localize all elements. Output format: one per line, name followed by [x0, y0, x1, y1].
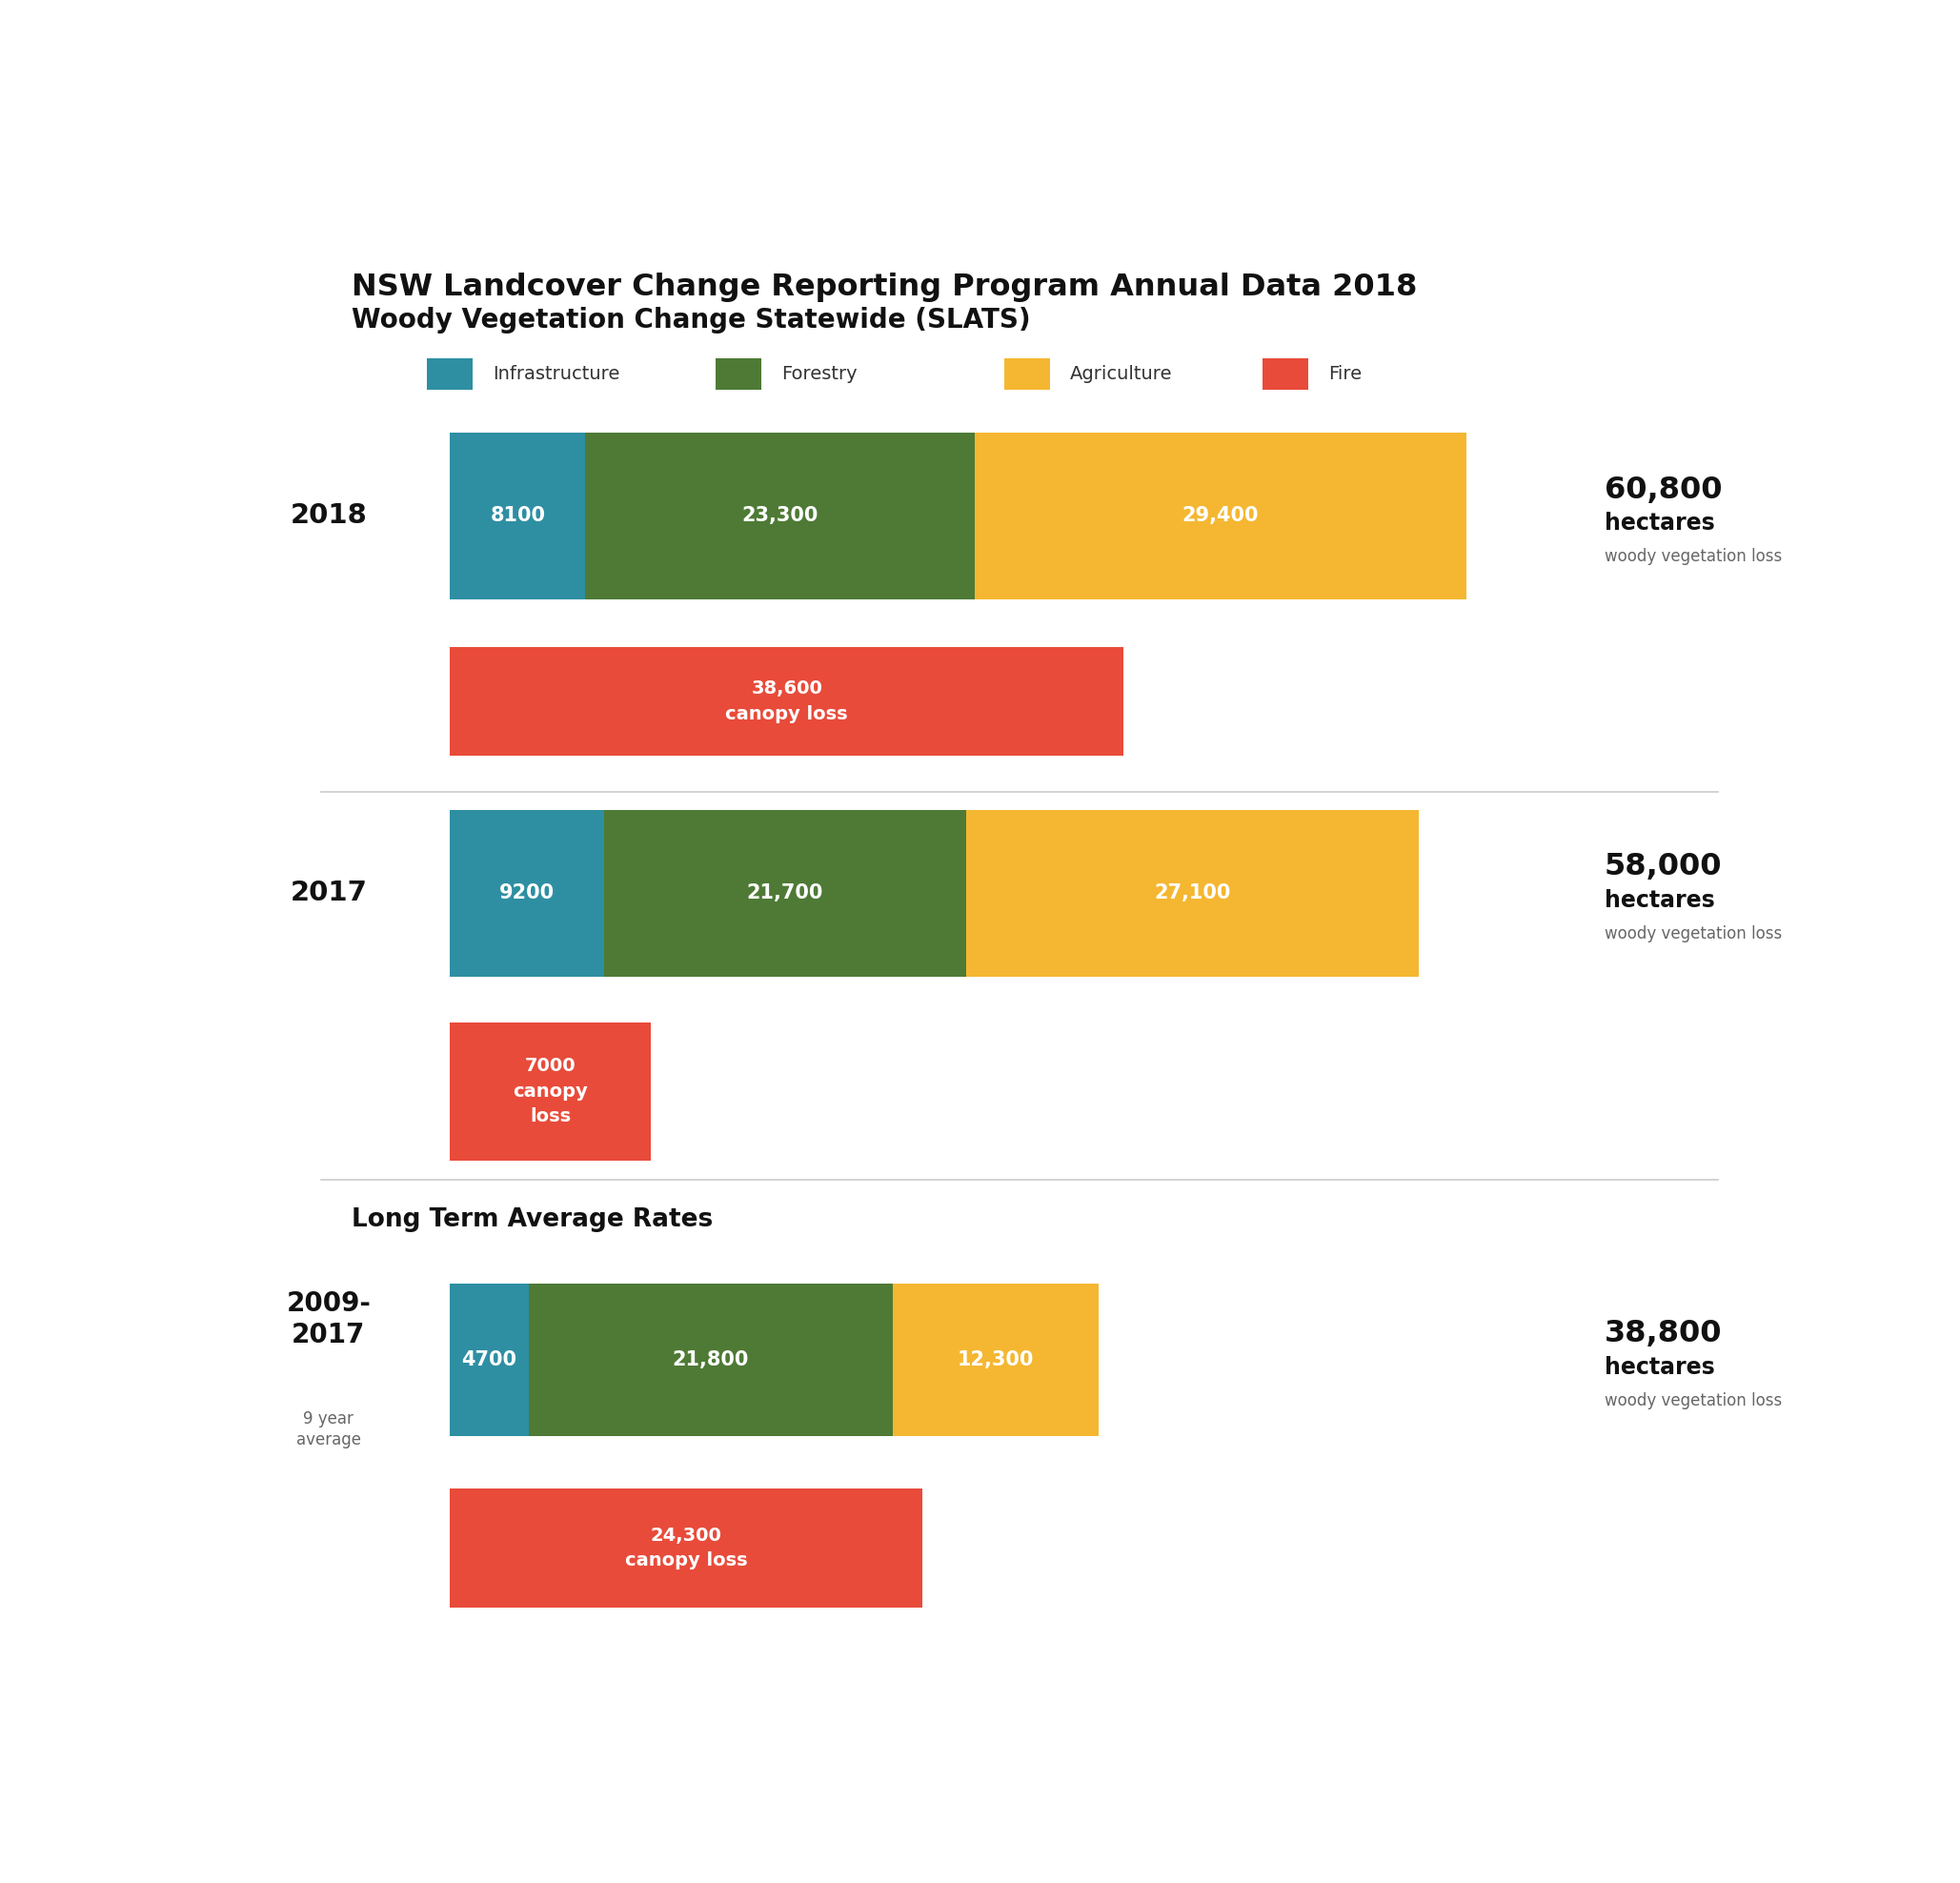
Text: Woody Vegetation Change Statewide (SLATS): Woody Vegetation Change Statewide (SLATS… [351, 307, 1031, 333]
Text: 38,600
canopy loss: 38,600 canopy loss [725, 680, 849, 723]
Text: hectares: hectares [1605, 512, 1715, 535]
Bar [451, 1284, 529, 1437]
Text: woody vegetation loss: woody vegetation loss [1605, 548, 1782, 565]
Text: 9 year
average: 9 year average [296, 1410, 361, 1448]
Bar [451, 1489, 923, 1608]
Text: 9200: 9200 [500, 883, 555, 902]
Text: Forestry: Forestry [782, 365, 857, 382]
Bar [715, 358, 760, 390]
Bar [894, 1284, 1098, 1437]
Bar [451, 1022, 651, 1160]
Text: 21,800: 21,800 [672, 1350, 749, 1369]
Text: 23,300: 23,300 [741, 507, 819, 525]
Text: woody vegetation loss: woody vegetation loss [1605, 1392, 1782, 1408]
Text: 58,000: 58,000 [1605, 851, 1723, 881]
Text: 29,400: 29,400 [1182, 507, 1258, 525]
Text: 7000
canopy
loss: 7000 canopy loss [514, 1056, 588, 1126]
Text: 8100: 8100 [490, 507, 545, 525]
Text: 2009-
2017: 2009- 2017 [286, 1290, 370, 1348]
Bar [427, 358, 472, 390]
Text: NSW Landcover Change Reporting Program Annual Data 2018: NSW Landcover Change Reporting Program A… [351, 273, 1417, 301]
Text: 4700: 4700 [463, 1350, 517, 1369]
Bar [451, 810, 604, 975]
Text: hectares: hectares [1605, 889, 1715, 911]
Text: Long Term Average Rates: Long Term Average Rates [351, 1207, 713, 1231]
Bar [1005, 358, 1051, 390]
Text: 2018: 2018 [290, 503, 367, 529]
Bar [529, 1284, 894, 1437]
Text: 12,300: 12,300 [956, 1350, 1035, 1369]
Bar [1262, 358, 1309, 390]
Text: 27,100: 27,100 [1154, 883, 1231, 902]
Text: 60,800: 60,800 [1605, 475, 1723, 505]
Text: 2017: 2017 [290, 879, 367, 906]
Bar [451, 648, 1123, 755]
Bar [966, 810, 1419, 975]
Bar [451, 433, 586, 599]
Text: 38,800: 38,800 [1605, 1318, 1723, 1348]
Text: hectares: hectares [1605, 1356, 1715, 1378]
Bar [974, 433, 1466, 599]
Bar [586, 433, 974, 599]
Text: Agriculture: Agriculture [1070, 365, 1172, 382]
Text: Fire: Fire [1329, 365, 1362, 382]
Text: 24,300
canopy loss: 24,300 canopy loss [625, 1527, 747, 1570]
Text: 21,700: 21,700 [747, 883, 823, 902]
Text: woody vegetation loss: woody vegetation loss [1605, 925, 1782, 942]
Text: Infrastructure: Infrastructure [492, 365, 619, 382]
Bar [604, 810, 966, 975]
